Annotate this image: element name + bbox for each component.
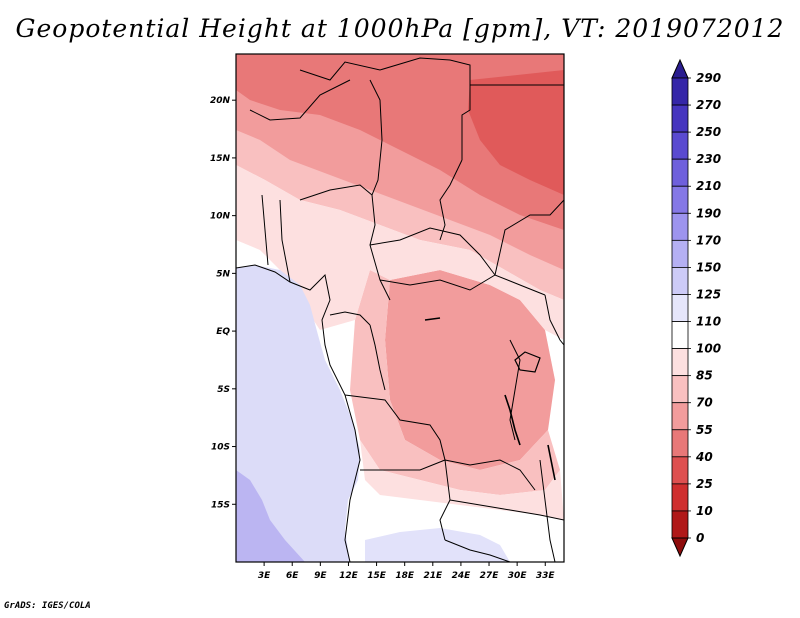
height-field <box>236 54 564 562</box>
border-mozambique <box>539 459 556 562</box>
colorbar-segment <box>671 267 689 295</box>
colorbar-label: 170 <box>696 233 721 247</box>
border-nigeria-north <box>299 184 373 201</box>
colorbar-segment <box>671 348 689 377</box>
map-title: Geopotential Height at 1000hPa [gpm], VT… <box>15 14 785 43</box>
colorbar-label: 230 <box>696 152 721 166</box>
colorbar-label: 250 <box>696 125 721 139</box>
field-south-100 <box>360 440 564 520</box>
colorbar-segment <box>671 212 689 241</box>
x-tick-label: 24E <box>452 571 472 581</box>
lake-tanganyika <box>504 394 521 446</box>
border-north <box>299 57 471 160</box>
border-gabon <box>329 311 371 326</box>
colorbar-segment <box>671 104 689 133</box>
colorbar-segment <box>671 429 689 458</box>
border-drc-zambia <box>444 459 536 491</box>
border-car-north <box>369 227 496 276</box>
colorbar-segment <box>671 510 689 539</box>
lake-1 <box>424 317 441 321</box>
border-zambia-south <box>449 499 564 521</box>
x-tick-label: 6E <box>286 571 299 581</box>
colorbar-segment <box>671 321 689 349</box>
colorbar-label: 10 <box>696 504 713 518</box>
y-tick-label: 10S <box>211 443 230 453</box>
colorbar-label: 125 <box>696 287 721 301</box>
lake-malawi <box>547 444 556 481</box>
border-namibia <box>444 539 511 562</box>
lake-victoria <box>514 351 541 373</box>
colorbar: 2902702502302101901701501251101008570554… <box>671 58 721 558</box>
country-borders <box>236 57 564 562</box>
x-tick-label: 3E <box>258 571 271 581</box>
colorbar-segment <box>671 77 689 106</box>
y-axis: 20N 15N 10N 5N EQ 5S 10S 15S <box>210 96 236 510</box>
colorbar-label: 40 <box>695 450 713 464</box>
colorbar-segment <box>671 402 689 431</box>
field-ocean-125 <box>236 265 360 562</box>
y-tick-label: 15N <box>210 154 231 164</box>
colorbar-segment <box>671 294 689 322</box>
border-car-south <box>379 274 546 296</box>
border-mali-niger <box>249 79 351 121</box>
field-congo-85 <box>350 270 560 495</box>
field-ocean-150 <box>236 470 305 562</box>
x-tick-label: 33E <box>536 571 556 581</box>
border-niger-chad <box>369 79 383 196</box>
colorbar-label: 150 <box>696 260 721 274</box>
colorbar-label: 100 <box>696 342 721 356</box>
colorbar-label: 55 <box>696 423 713 437</box>
y-tick-label: EQ <box>216 327 230 337</box>
colorbar-label: 270 <box>696 98 721 112</box>
colorbar-label: 0 <box>696 531 704 545</box>
border-uganda <box>544 294 564 346</box>
y-tick-label: 5S <box>217 385 230 395</box>
colorbar-label: 85 <box>696 369 713 383</box>
colorbar-label: 110 <box>696 315 721 329</box>
coastline <box>236 264 361 562</box>
colorbar-segment <box>671 456 689 485</box>
colorbar-label: 70 <box>696 396 713 410</box>
y-tick-label: 20N <box>210 96 231 106</box>
border-drc-angola <box>344 394 446 461</box>
colorbar-segment <box>671 239 689 268</box>
colorbar-top-arrow <box>671 58 689 79</box>
field-west-100 <box>236 165 564 340</box>
field-band-40 <box>468 70 564 195</box>
x-tick-label: 15E <box>367 571 387 581</box>
border-drc-east <box>509 339 521 441</box>
colorbar-label: 25 <box>696 477 713 491</box>
colorbar-segment <box>671 185 689 214</box>
colorbar-label: 210 <box>696 179 721 193</box>
x-tick-label: 21E <box>423 571 443 581</box>
colorbar-bottom-arrow <box>671 537 689 558</box>
colorbar-segment <box>671 131 689 160</box>
x-tick-label: 27E <box>480 571 500 581</box>
border-west-2 <box>279 199 291 283</box>
colorbar-segment <box>671 375 689 404</box>
field-kalahari-125 <box>365 528 510 562</box>
y-tick-label: 5N <box>216 269 230 279</box>
colorbar-label: 290 <box>696 71 721 85</box>
colorbar-segment <box>671 483 689 512</box>
x-tick-label: 12E <box>339 571 359 581</box>
colorbar-label: 190 <box>696 206 721 220</box>
x-tick-label: 9E <box>314 571 327 581</box>
y-tick-label: 10N <box>210 212 231 222</box>
x-tick-label: 30E <box>508 571 528 581</box>
border-south-sudan <box>494 199 564 276</box>
border-chad-sudan <box>439 159 463 241</box>
border-west-1 <box>261 194 269 266</box>
x-tick-label: 18E <box>395 571 415 581</box>
grads-credit: GrADS: IGES/COLA <box>4 601 91 611</box>
colorbar-segment <box>671 158 689 187</box>
y-tick-label: 15S <box>211 500 230 510</box>
x-axis: 3E 6E 9E 12E 15E 18E 21E 24E 27E 30E 33E <box>258 562 556 581</box>
border-angola-south <box>360 459 451 541</box>
border-congo <box>369 324 386 391</box>
plot-frame <box>235 53 565 563</box>
